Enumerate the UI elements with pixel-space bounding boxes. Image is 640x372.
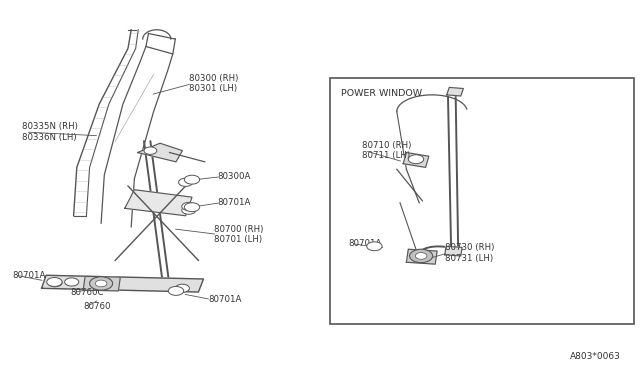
Text: 80701A: 80701A: [13, 271, 46, 280]
Circle shape: [144, 147, 157, 154]
Polygon shape: [447, 87, 463, 96]
Polygon shape: [42, 275, 204, 292]
Text: 80760C: 80760C: [70, 288, 104, 296]
Circle shape: [182, 206, 196, 214]
Circle shape: [90, 277, 113, 290]
Circle shape: [184, 175, 200, 184]
Text: 80335N (RH)
80336N (LH): 80335N (RH) 80336N (LH): [22, 122, 78, 142]
Circle shape: [408, 155, 424, 164]
Text: 80760: 80760: [83, 302, 111, 311]
Circle shape: [367, 242, 382, 251]
Text: 80701A: 80701A: [218, 198, 251, 207]
Circle shape: [47, 278, 62, 286]
Circle shape: [179, 178, 193, 186]
Polygon shape: [138, 143, 182, 162]
Text: A803*0063: A803*0063: [570, 352, 621, 361]
Circle shape: [415, 253, 427, 259]
Text: 80300A: 80300A: [218, 172, 251, 181]
Text: 80300 (RH)
80301 (LH): 80300 (RH) 80301 (LH): [189, 74, 238, 93]
Polygon shape: [445, 246, 462, 256]
Circle shape: [410, 249, 433, 263]
Circle shape: [168, 286, 184, 295]
Polygon shape: [406, 249, 437, 264]
Circle shape: [175, 284, 189, 292]
Circle shape: [184, 203, 200, 212]
Text: 80701A: 80701A: [208, 295, 241, 304]
Text: 80730 (RH)
80731 (LH): 80730 (RH) 80731 (LH): [445, 243, 494, 263]
Circle shape: [65, 278, 79, 286]
Text: POWER WINDOW: POWER WINDOW: [341, 89, 422, 97]
Circle shape: [95, 280, 107, 287]
Circle shape: [48, 279, 62, 287]
Polygon shape: [83, 276, 120, 291]
Text: 80701A: 80701A: [349, 239, 382, 248]
Circle shape: [182, 202, 196, 211]
Text: 80710 (RH)
80711 (LH): 80710 (RH) 80711 (LH): [362, 141, 411, 160]
Bar: [330, 78, 634, 324]
Text: 80700 (RH)
80701 (LH): 80700 (RH) 80701 (LH): [214, 225, 264, 244]
Polygon shape: [403, 153, 429, 167]
Polygon shape: [125, 190, 192, 216]
